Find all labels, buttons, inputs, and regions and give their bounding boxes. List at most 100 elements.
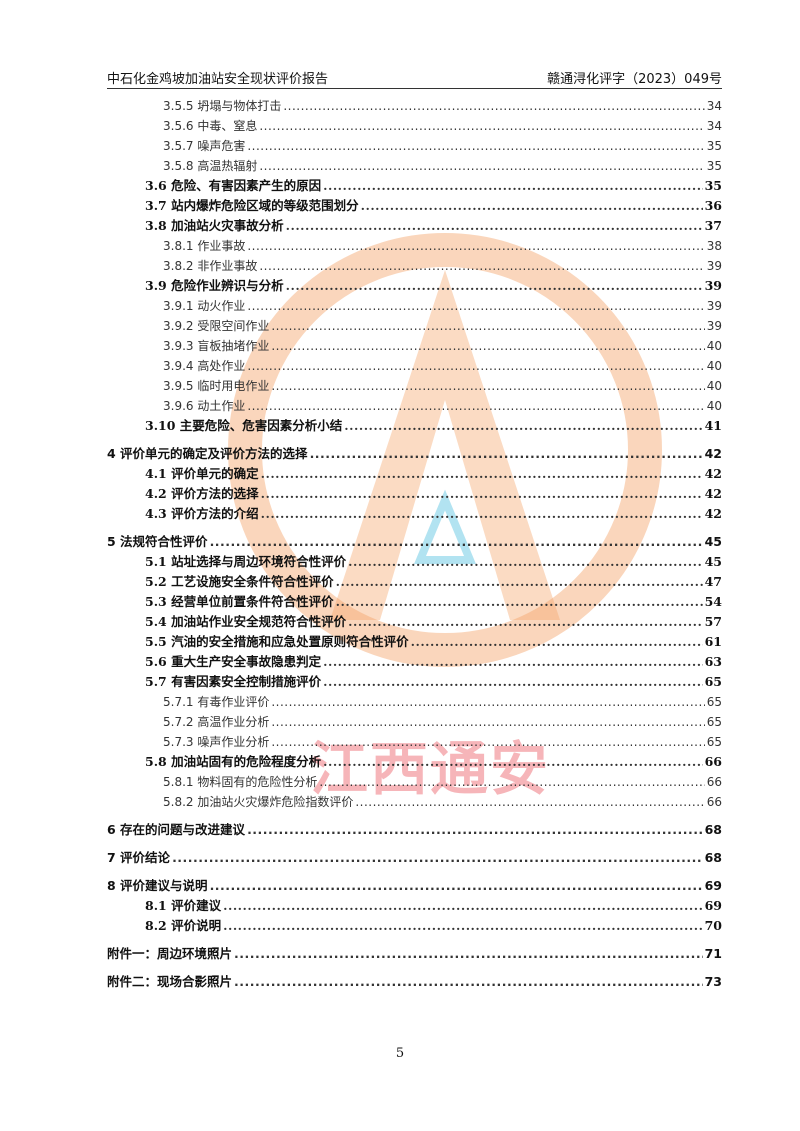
dot-leader	[336, 572, 703, 592]
table-of-contents: 3.5.5 坍塌与物体打击 34 3.5.6 中毒、窒息 34 3.5.7 噪声危害 35…	[107, 96, 722, 992]
toc-entry[interactable]: 3.9.6 动土作业 40	[107, 396, 722, 416]
toc-entry-page: 65	[706, 735, 722, 749]
toc-entry[interactable]: 3.5.6 中毒、窒息 34	[107, 116, 722, 136]
dot-leader	[247, 820, 703, 840]
toc-entry-page: 34	[706, 119, 722, 133]
toc-entry[interactable]: 4.1 评价单元的确定 42	[107, 464, 722, 484]
toc-entry-page: 35	[706, 159, 722, 173]
toc-entry-title: 4 评价单元的确定及评价方法的选择	[107, 446, 308, 461]
toc-entry[interactable]: 3.5.8 高温热辐射 35	[107, 156, 722, 176]
toc-entry-page: 40	[706, 399, 722, 413]
toc-entry-title: 5.5 汽油的安全措施和应急处置原则符合性评价	[145, 634, 409, 649]
toc-entry-page: 42	[704, 486, 722, 501]
toc-entry[interactable]: 3.8 加油站火灾事故分析 37	[107, 216, 722, 236]
toc-entry[interactable]: 5.8.2 加油站火灾爆炸危险指数评价 66	[107, 792, 722, 812]
toc-entry-page: 38	[706, 239, 722, 253]
dot-leader	[348, 612, 702, 632]
toc-entry[interactable]: 4.2 评价方法的选择 42	[107, 484, 722, 504]
toc-entry-page: 42	[704, 506, 722, 521]
toc-entry[interactable]: 4 评价单元的确定及评价方法的选择 42	[107, 444, 722, 464]
dot-leader	[271, 732, 704, 752]
toc-entry-page: 36	[704, 198, 722, 213]
dot-leader	[286, 216, 703, 236]
toc-entry-page: 57	[704, 614, 722, 629]
toc-entry[interactable]: 3.9.5 临时用电作业 40	[107, 376, 722, 396]
toc-entry[interactable]: 4.3 评价方法的介绍 42	[107, 504, 722, 524]
toc-entry[interactable]: 5.1 站址选择与周边环境符合性评价 45	[107, 552, 722, 572]
toc-entry[interactable]: 5.4 加油站作业安全规范符合性评价 57	[107, 612, 722, 632]
dot-leader	[234, 944, 703, 964]
toc-entry[interactable]: 3.9.3 盲板抽堵作业 40	[107, 336, 722, 356]
toc-entry[interactable]: 8 评价建议与说明 69	[107, 876, 722, 896]
toc-entry-page: 68	[704, 822, 722, 837]
toc-entry[interactable]: 6 存在的问题与改进建议 68	[107, 820, 722, 840]
toc-entry-title: 3.5.6 中毒、窒息	[163, 119, 258, 133]
toc-entry-page: 40	[706, 359, 722, 373]
toc-entry[interactable]: 3.9 危险作业辨识与分析 39	[107, 276, 722, 296]
toc-entry-page: 41	[704, 418, 722, 433]
dot-leader	[271, 712, 704, 732]
toc-entry[interactable]: 3.9.2 受限空间作业 39	[107, 316, 722, 336]
toc-entry-title: 3.5.8 高温热辐射	[163, 159, 258, 173]
toc-entry[interactable]: 3.10 主要危险、危害因素分析小结 41	[107, 416, 722, 436]
toc-entry-page: 65	[704, 674, 722, 689]
toc-entry[interactable]: 5.7 有害因素安全控制措施评价 65	[107, 672, 722, 692]
dot-leader	[247, 296, 704, 316]
toc-entry[interactable]: 3.5.5 坍塌与物体打击 34	[107, 96, 722, 116]
toc-entry[interactable]: 3.8.2 非作业事故 39	[107, 256, 722, 276]
dot-leader	[271, 316, 704, 336]
page-number: 5	[395, 1046, 405, 1061]
toc-entry[interactable]: 3.6 危险、有害因素产生的原因 35	[107, 176, 722, 196]
toc-entry[interactable]: 5 法规符合性评价 45	[107, 532, 722, 552]
toc-entry[interactable]: 3.7 站内爆炸危险区域的等级范围划分 36	[107, 196, 722, 216]
toc-entry-title: 5.2 工艺设施安全条件符合性评价	[145, 574, 334, 589]
toc-entry-title: 4.1 评价单元的确定	[145, 466, 259, 481]
toc-entry[interactable]: 8.1 评价建议 69	[107, 896, 722, 916]
toc-entry[interactable]: 5.7.2 高温作业分析 65	[107, 712, 722, 732]
toc-entry[interactable]: 5.5 汽油的安全措施和应急处置原则符合性评价 61	[107, 632, 722, 652]
toc-entry-title: 附件一：周边环境照片	[107, 946, 233, 961]
toc-entry-title: 附件二：现场合影照片	[107, 974, 233, 989]
toc-entry-title: 3.5.5 坍塌与物体打击	[163, 99, 282, 113]
toc-entry[interactable]: 3.9.4 高处作业 40	[107, 356, 722, 376]
toc-entry-title: 6 存在的问题与改进建议	[107, 822, 246, 837]
toc-entry[interactable]: 5.3 经营单位前置条件符合性评价 54	[107, 592, 722, 612]
dot-leader	[336, 592, 703, 612]
toc-entry-page: 66	[706, 795, 722, 809]
toc-entry[interactable]: 5.8.1 物料固有的危险性分析 66	[107, 772, 722, 792]
dot-leader	[271, 692, 704, 712]
toc-entry[interactable]: 附件二：现场合影照片 73	[107, 972, 722, 992]
toc-entry-title: 8 评价建议与说明	[107, 878, 208, 893]
toc-entry[interactable]: 8.2 评价说明 70	[107, 916, 722, 936]
dot-leader	[271, 336, 704, 356]
toc-entry[interactable]: 5.7.1 有毒作业评价 65	[107, 692, 722, 712]
toc-entry-title: 5.7.1 有毒作业评价	[163, 695, 270, 709]
toc-entry-page: 42	[704, 466, 722, 481]
toc-entry-title: 8.1 评价建议	[145, 898, 222, 913]
toc-entry[interactable]: 附件一：周边环境照片 71	[107, 944, 722, 964]
dot-leader	[210, 532, 703, 552]
dot-leader	[247, 236, 704, 256]
toc-entry[interactable]: 3.8.1 作业事故 38	[107, 236, 722, 256]
dot-leader	[259, 256, 704, 276]
toc-entry[interactable]: 5.6 重大生产安全事故隐患判定 63	[107, 652, 722, 672]
toc-entry-page: 68	[704, 850, 722, 865]
toc-entry[interactable]: 7 评价结论 68	[107, 848, 722, 868]
dot-leader	[261, 484, 703, 504]
toc-entry[interactable]: 5.2 工艺设施安全条件符合性评价 47	[107, 572, 722, 592]
toc-entry[interactable]: 3.9.1 动火作业 39	[107, 296, 722, 316]
dot-leader	[361, 196, 703, 216]
toc-entry-title: 3.7 站内爆炸危险区域的等级范围划分	[145, 198, 359, 213]
toc-entry-page: 70	[704, 918, 722, 933]
dot-leader	[247, 356, 704, 376]
toc-entry-title: 4.3 评价方法的介绍	[145, 506, 259, 521]
toc-entry-title: 7 评价结论	[107, 850, 171, 865]
toc-entry-title: 3.10 主要危险、危害因素分析小结	[145, 418, 343, 433]
toc-entry-page: 39	[706, 299, 722, 313]
toc-entry-title: 4.2 评价方法的选择	[145, 486, 259, 501]
report-title: 中石化金鸡坡加油站安全现状评价报告	[107, 71, 329, 87]
toc-entry[interactable]: 5.8 加油站固有的危险程度分析 66	[107, 752, 722, 772]
toc-entry[interactable]: 5.7.3 噪声作业分析 65	[107, 732, 722, 752]
dot-leader	[323, 176, 702, 196]
toc-entry[interactable]: 3.5.7 噪声危害 35	[107, 136, 722, 156]
